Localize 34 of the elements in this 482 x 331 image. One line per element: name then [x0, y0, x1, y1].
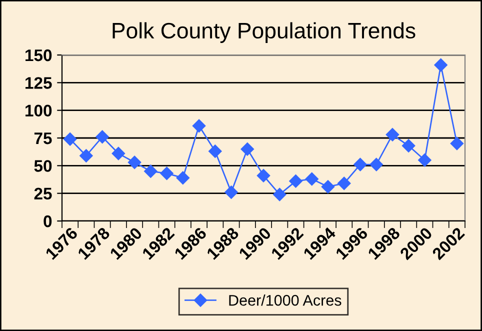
point [370, 158, 383, 172]
point [160, 166, 174, 180]
point [418, 154, 432, 167]
point [338, 176, 351, 190]
y-tick-label: 0 [44, 215, 52, 228]
point [176, 171, 190, 184]
point [289, 174, 302, 188]
point [305, 172, 318, 186]
y-tick-label: 50 [34, 160, 52, 172]
point [63, 132, 77, 146]
chart-title: Polk County Population Trends [112, 22, 416, 43]
point [256, 169, 270, 182]
y-tick-label: 125 [26, 77, 52, 89]
y-tick-label: 100 [26, 104, 52, 117]
point [192, 119, 206, 132]
point [386, 128, 400, 142]
point [80, 149, 93, 162]
point [354, 158, 367, 172]
point [208, 144, 222, 158]
point [96, 130, 109, 144]
point [402, 139, 416, 152]
point [128, 156, 142, 169]
point [224, 186, 238, 199]
point [240, 142, 254, 156]
legend-label: Deer/1000 Acres [229, 294, 342, 306]
point [112, 146, 126, 160]
point [273, 188, 286, 202]
y-tick-label: 75 [34, 132, 52, 144]
point [144, 164, 158, 178]
point [434, 58, 448, 72]
point [321, 180, 335, 194]
point [450, 136, 464, 150]
y-tick-label: 150 [26, 49, 52, 62]
y-tick-label: 25 [34, 188, 52, 200]
